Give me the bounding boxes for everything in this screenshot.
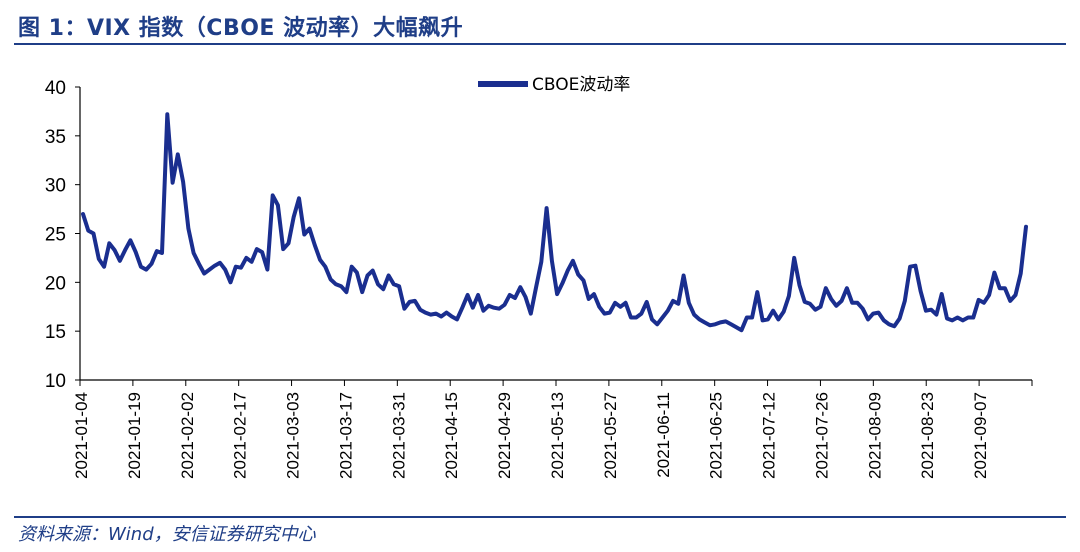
chart-axes — [79, 87, 1032, 381]
x-tick-label: 2021-06-25 — [707, 392, 726, 479]
y-tick-label: 10 — [45, 371, 66, 392]
x-tick-label: 2021-09-07 — [971, 392, 990, 479]
figure-title: 图 1：VIX 指数（CBOE 波动率）大幅飙升 — [18, 16, 464, 41]
x-tick-label: 2021-08-09 — [865, 392, 884, 479]
x-tick-label: 2021-08-23 — [918, 392, 937, 479]
x-tick-label: 2021-04-15 — [442, 392, 461, 479]
x-tick-label: 2021-07-26 — [812, 392, 831, 479]
y-tick-label: 15 — [45, 322, 66, 343]
y-tick-label: 35 — [45, 127, 66, 148]
x-tick-label: 2021-03-31 — [389, 392, 408, 479]
x-tick-label: 2021-02-17 — [231, 392, 250, 479]
x-tick-label: 2021-01-04 — [72, 392, 91, 479]
y-tick-label: 40 — [45, 78, 66, 99]
x-tick-label: 2021-03-17 — [336, 392, 355, 479]
y-axis-ticks: 10 15 20 25 30 35 40 — [45, 78, 80, 392]
title-divider — [14, 43, 1066, 45]
x-tick-label: 2021-02-02 — [178, 392, 197, 479]
x-tick-label: 2021-05-13 — [548, 392, 567, 479]
x-tick-label: 2021-06-11 — [654, 392, 673, 478]
legend-label: CBOE波动率 — [532, 75, 630, 95]
source-note: 资料来源：Wind，安信证券研究中心 — [18, 524, 316, 545]
y-tick-label: 25 — [45, 225, 66, 246]
x-tick-label: 2021-04-29 — [495, 392, 514, 479]
x-tick-label: 2021-01-19 — [125, 392, 144, 479]
series-line-0 — [81, 112, 1028, 333]
x-axis-ticks: 2021-01-04 2021-01-19 2021-02-02 2021-02-17… — [72, 380, 1033, 479]
series-layer — [81, 112, 1028, 333]
x-tick-label: 2021-07-12 — [760, 392, 779, 479]
x-tick-label: 2021-05-27 — [601, 392, 620, 479]
x-tick-label: 2021-03-03 — [284, 392, 303, 479]
y-tick-label: 30 — [45, 176, 66, 197]
source-divider — [14, 516, 1066, 518]
y-tick-label: 20 — [45, 273, 66, 294]
legend: CBOE波动率 — [478, 75, 630, 95]
